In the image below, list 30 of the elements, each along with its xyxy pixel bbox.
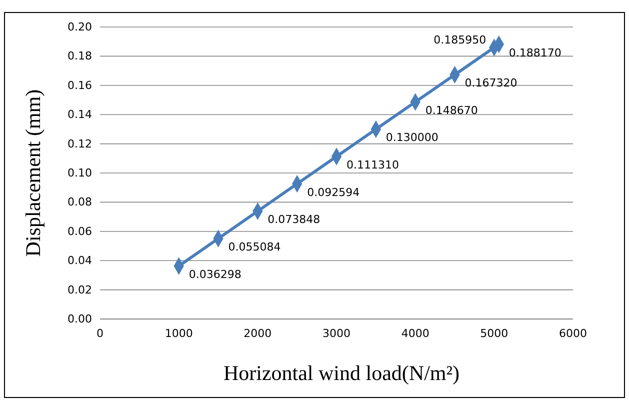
data-label: 0.036298 xyxy=(188,268,242,282)
data-label: 0.148670 xyxy=(425,104,478,117)
y-tick-label: 0.06 xyxy=(68,224,92,238)
x-tick-label: 4000 xyxy=(401,326,430,340)
data-label: 0.092594 xyxy=(307,186,360,199)
data-label: 0.111310 xyxy=(346,158,399,172)
data-label: 0.185950 xyxy=(434,34,486,47)
x-tick-label: 5000 xyxy=(480,326,508,340)
data-label: 0.130000 xyxy=(386,131,438,144)
y-tick-label: 0.14 xyxy=(68,108,92,122)
data-label: 0.188170 xyxy=(508,46,562,60)
y-tick-label: 0.04 xyxy=(68,254,92,268)
y-tick-label: 0.02 xyxy=(68,283,92,296)
y-tick-label: 0.18 xyxy=(68,50,92,63)
x-tick-label: 1000 xyxy=(164,326,193,340)
x-axis-title: Horizontal wind load(N/m²) xyxy=(223,361,460,385)
y-tick-label: 0.00 xyxy=(68,312,92,326)
y-tick-label: 0.08 xyxy=(68,196,92,209)
data-label: 0.167320 xyxy=(464,76,518,90)
y-tick-label: 0.12 xyxy=(68,137,92,150)
y-axis-title: Displacement (mm) xyxy=(21,89,45,257)
y-tick-label: 0.16 xyxy=(68,78,92,92)
data-label: 0.073848 xyxy=(268,213,320,226)
x-tick-label: 2000 xyxy=(244,326,272,340)
y-tick-label: 0.10 xyxy=(68,166,92,180)
x-tick-label: 6000 xyxy=(559,326,587,340)
x-tick-label: 3000 xyxy=(322,326,350,340)
data-label: 0.055084 xyxy=(228,240,281,254)
x-tick-label: 0 xyxy=(96,326,104,340)
y-tick-label: 0.20 xyxy=(68,20,92,34)
